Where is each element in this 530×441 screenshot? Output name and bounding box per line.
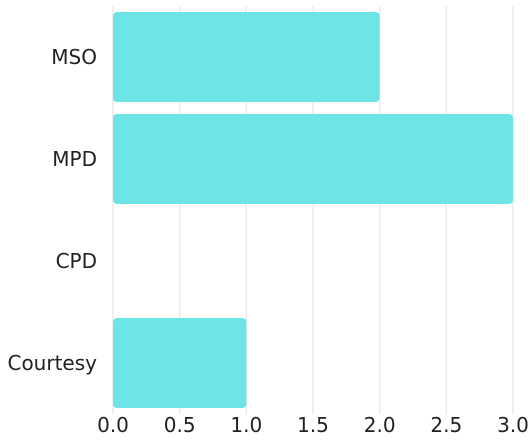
bar-mpd xyxy=(113,114,513,204)
x-tick-labels: 0.0 0.5 1.0 1.5 2.0 2.5 3.0 xyxy=(97,413,529,437)
x-tick-label: 1.0 xyxy=(230,413,262,437)
x-tick-label: 1.5 xyxy=(297,413,329,437)
category-label-courtesy: Courtesy xyxy=(7,351,97,375)
x-tick-label: 2.5 xyxy=(430,413,462,437)
x-tick-label: 0.0 xyxy=(97,413,129,437)
bar-courtesy xyxy=(113,318,247,408)
category-label-mso: MSO xyxy=(51,45,97,69)
x-tick-label: 2.0 xyxy=(364,413,396,437)
bars xyxy=(113,12,513,408)
category-labels: MSO MPD CPD Courtesy xyxy=(7,45,97,375)
x-tick-label: 0.5 xyxy=(164,413,196,437)
category-label-mpd: MPD xyxy=(52,147,97,171)
x-tick-label: 3.0 xyxy=(497,413,529,437)
bar-mso xyxy=(113,12,380,102)
category-label-cpd: CPD xyxy=(56,249,97,273)
